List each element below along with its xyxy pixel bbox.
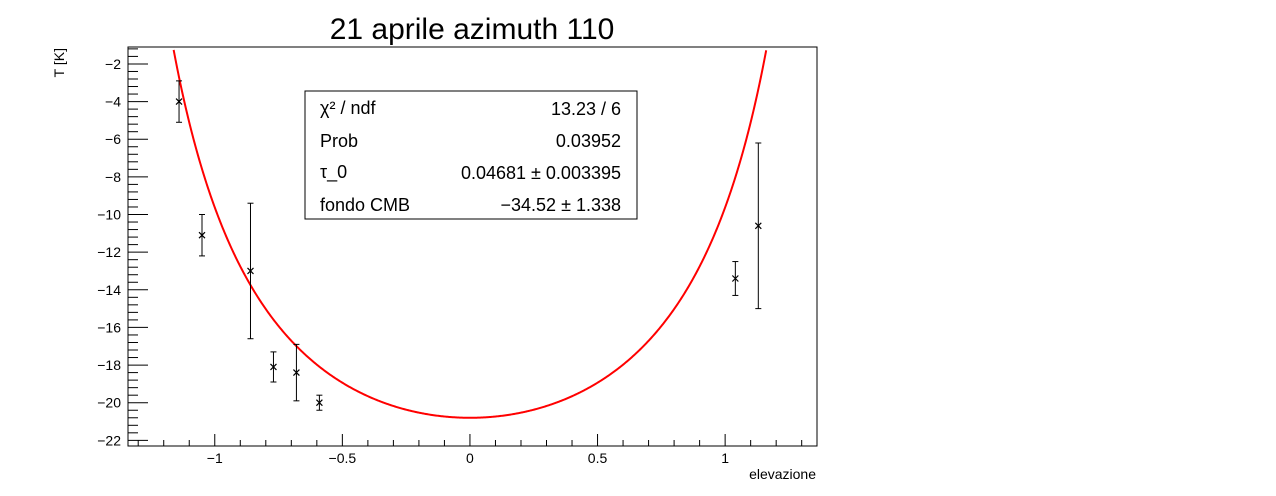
x-tick-label: 0.5 — [588, 450, 608, 466]
fit-layer — [172, 49, 768, 419]
stats-label-prob: Prob — [320, 131, 358, 151]
stats-value-fondo: −34.52 ± 1.338 — [501, 195, 621, 215]
point-marker — [270, 363, 277, 371]
point-marker — [315, 399, 323, 407]
stats-box: χ² / ndf 13.23 / 6 Prob 0.03952 τ_0 0.04… — [304, 90, 638, 220]
point-marker — [754, 222, 762, 230]
stats-label-chi2: χ² / ndf — [320, 98, 376, 118]
x-tick-label: −0.5 — [329, 450, 357, 466]
point-marker — [292, 369, 300, 377]
x-tick-label: 1 — [721, 450, 729, 466]
x-axis-label: elevazione — [749, 466, 816, 482]
stats-value-tau: 0.04681 ± 0.003395 — [461, 163, 621, 183]
chart-title: 21 aprile azimuth 110 — [330, 13, 615, 46]
x-axis: −1 −0.5 0 0.5 1 — [137, 434, 803, 466]
stats-value-prob: 0.03952 — [556, 131, 621, 151]
point-marker — [247, 267, 254, 275]
data-point — [315, 394, 323, 411]
y-tick-label: −12 — [97, 244, 121, 260]
y-tick-label: −4 — [105, 94, 121, 110]
point-marker — [198, 231, 206, 239]
stats-box-frame — [304, 90, 638, 220]
plot-frame — [127, 46, 818, 447]
fit-curve — [172, 49, 768, 419]
x-tick-label: −1 — [207, 450, 223, 466]
data-point — [175, 80, 183, 123]
y-tick-label: −8 — [105, 169, 121, 185]
data-point — [292, 343, 300, 402]
data-point — [247, 202, 254, 340]
stats-value-chi2: 13.23 / 6 — [551, 99, 621, 119]
data-point — [198, 214, 206, 257]
y-tick-label: −2 — [105, 56, 121, 72]
y-tick-label: −6 — [105, 131, 121, 147]
points-layer — [175, 80, 762, 411]
y-axis: −22 −20 −18 −16 −14 −12 −10 −8 −6 −4 −2 — [97, 48, 148, 448]
x-tick-label: 0 — [466, 450, 474, 466]
data-point — [731, 261, 739, 296]
y-tick-label: −10 — [97, 207, 121, 223]
y-tick-label: −20 — [97, 395, 121, 411]
y-axis-label: T [K] — [51, 48, 67, 77]
y-tick-label: −18 — [97, 357, 121, 373]
y-tick-label: −22 — [97, 432, 121, 448]
y-tick-label: −14 — [97, 282, 121, 298]
data-point — [270, 351, 277, 383]
point-marker — [175, 98, 183, 106]
data-point — [754, 142, 762, 310]
point-marker — [731, 275, 739, 282]
stats-label-fondo: fondo CMB — [320, 195, 410, 215]
y-tick-label: −16 — [97, 319, 121, 335]
stats-label-tau: τ_0 — [320, 162, 347, 183]
